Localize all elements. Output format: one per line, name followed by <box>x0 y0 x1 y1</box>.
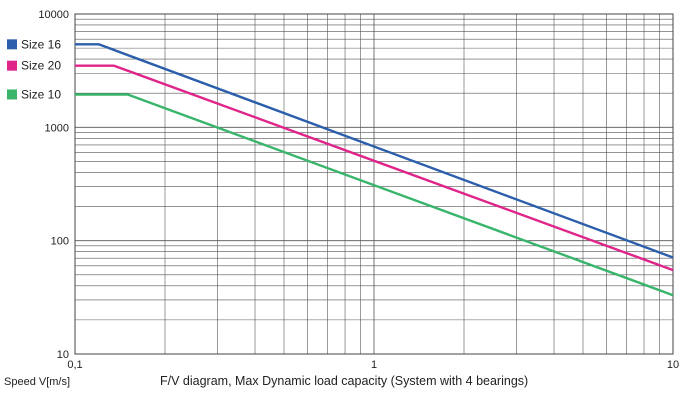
series-line-size-10 <box>75 93 674 297</box>
axes: 0,1 1 10 10 100 1000 10000 <box>38 9 679 371</box>
legend-swatch <box>7 89 17 100</box>
legend-item-background <box>4 36 68 52</box>
x-tick-label: 0,1 <box>67 359 82 371</box>
y-tick-label: 1000 <box>45 122 69 134</box>
chart-title: F/V diagram, Max Dynamic load capacity (… <box>160 374 529 388</box>
y-tick-label: 10000 <box>38 9 69 21</box>
x-tick-label: 10 <box>667 359 679 371</box>
series-lines <box>75 43 674 297</box>
series-line-size-20 <box>75 64 674 272</box>
y-tick-label: 100 <box>51 236 69 248</box>
legend-item-background <box>4 57 68 73</box>
y-tick-label: 10 <box>57 349 69 361</box>
legend: Size 16 Size 20 Size 10 <box>4 36 68 102</box>
legend-item-background <box>4 86 68 102</box>
series-line-size-16 <box>75 43 674 259</box>
plot-frame <box>74 13 674 355</box>
legend-swatch <box>7 39 17 50</box>
grid <box>74 14 673 355</box>
x-axis-label: Speed V[m/s] <box>4 376 71 388</box>
legend-label: Size 16 <box>21 37 61 51</box>
legend-label: Size 20 <box>21 59 61 73</box>
legend-swatch <box>7 60 17 71</box>
legend-label: Size 10 <box>21 87 61 101</box>
x-tick-label: 1 <box>371 359 377 371</box>
